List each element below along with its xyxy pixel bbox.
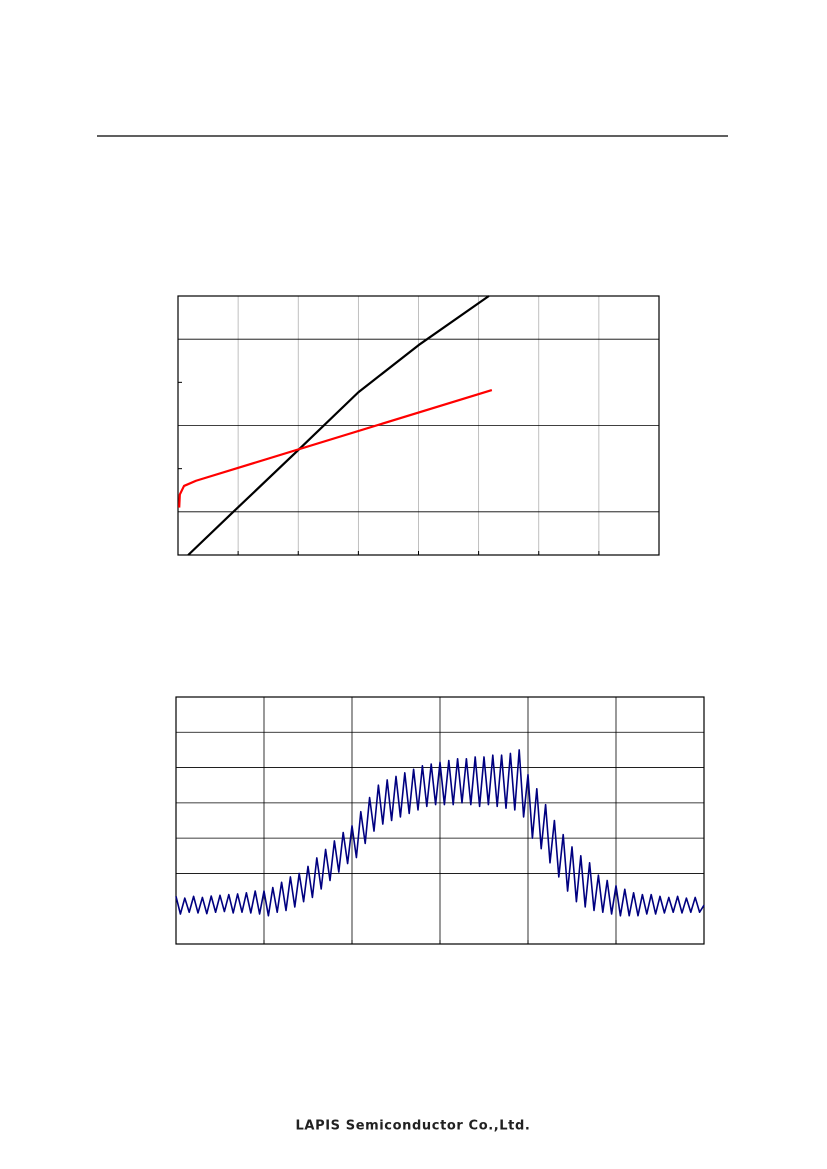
series-line	[178, 389, 493, 508]
plot-frame	[175, 696, 705, 945]
footer-company: LAPIS Semiconductor Co.,Ltd.	[296, 1119, 531, 1134]
plot-frame	[177, 295, 660, 556]
series-line	[187, 295, 490, 556]
series-line	[175, 749, 705, 917]
